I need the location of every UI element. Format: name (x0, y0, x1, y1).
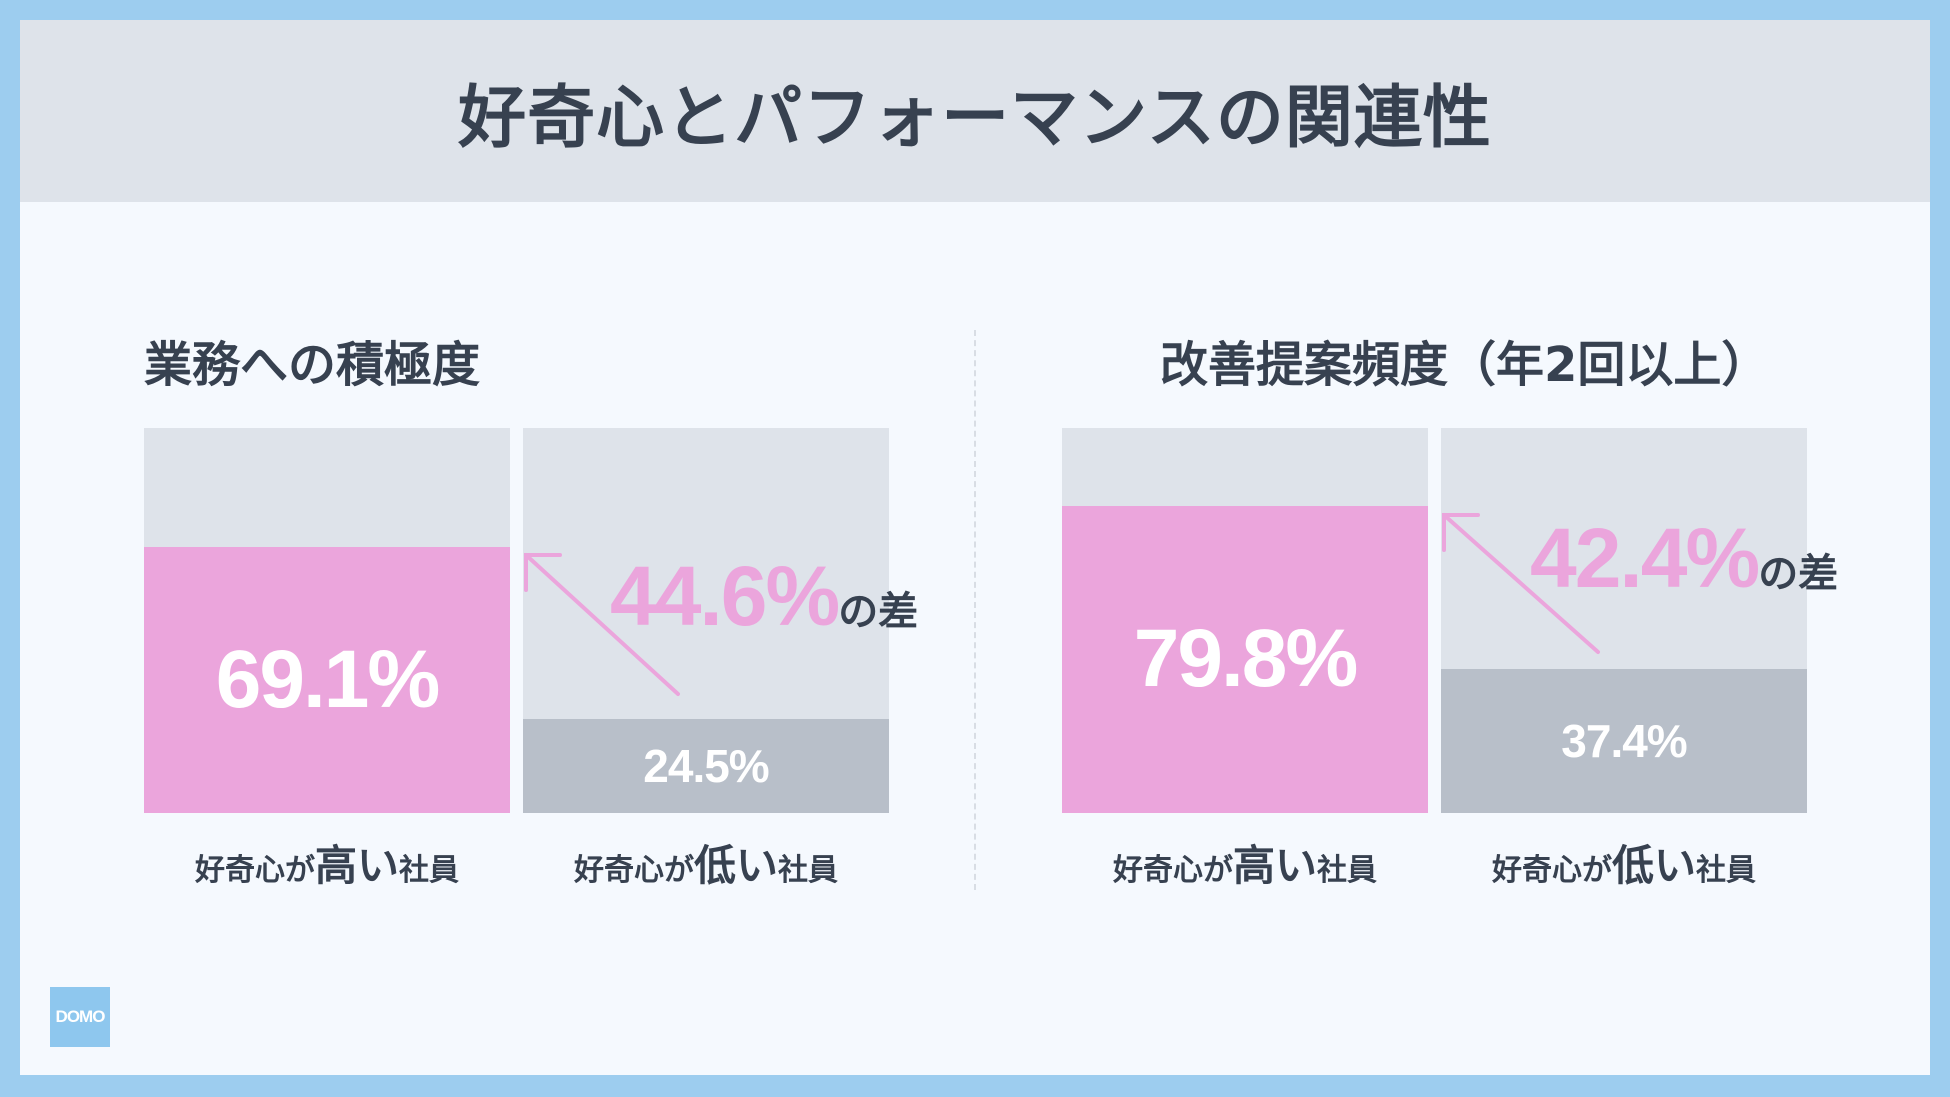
bar-track-low-proposals: 37.4% (1441, 428, 1807, 813)
category-label-suffix: 社員 (778, 853, 838, 888)
value-label-high-proposals: 79.8% (1133, 613, 1359, 705)
arrow-icon-proposals (1442, 513, 1600, 654)
panel-divider (974, 330, 976, 890)
category-label-high-proposals: 好奇心が高い社員 (1062, 832, 1428, 893)
difference-annotation-proposals: 42.4%の差 (1530, 510, 1838, 607)
category-label-prefix: 好奇心が (1112, 853, 1233, 888)
value-label-high-engagement: 69.1% (215, 633, 441, 725)
arrow-icon-engagement (524, 553, 680, 696)
bar-track-high-proposals: 79.8% (1062, 428, 1428, 813)
difference-annotation-engagement: 44.6%の差 (610, 548, 918, 645)
bar-low-proposals: 37.4% (1441, 669, 1807, 813)
value-label-low-engagement: 24.5% (643, 739, 769, 792)
page-title: 好奇心とパフォーマンスの関連性 (458, 78, 1492, 158)
difference-suffix-engagement: の差 (838, 589, 919, 635)
category-label-emphasis: 低い (1611, 841, 1696, 890)
category-label-low-engagement: 好奇心が低い社員 (523, 832, 889, 893)
chart-title-proposals: 改善提案頻度（年2回以上） (1160, 337, 1770, 393)
category-label-suffix: 社員 (1317, 853, 1377, 888)
bar-high-proposals: 79.8% (1062, 505, 1428, 813)
category-label-high-engagement: 好奇心が高い社員 (144, 832, 510, 893)
category-label-prefix: 好奇心が (194, 853, 315, 888)
category-label-prefix: 好奇心が (573, 853, 694, 888)
difference-suffix-proposals: の差 (1758, 551, 1839, 597)
header-band: 好奇心とパフォーマンスの関連性 (20, 20, 1930, 202)
category-label-emphasis: 高い (314, 841, 399, 890)
difference-arrows (524, 513, 1600, 696)
chart-title-engagement: 業務への積極度 (144, 337, 481, 393)
category-label-prefix: 好奇心が (1491, 853, 1612, 888)
bar-low-engagement: 24.5% (523, 718, 889, 813)
infographic-frame: 好奇心とパフォーマンスの関連性 業務への積極度 69.1% 24.5% 44.6… (20, 20, 1930, 1075)
category-label-emphasis: 高い (1232, 841, 1317, 890)
bar-track-low-engagement: 24.5% (523, 428, 889, 813)
bar-track-high-engagement: 69.1% (144, 428, 510, 813)
domo-logo: DOMO (50, 987, 110, 1047)
category-label-suffix: 社員 (399, 853, 459, 888)
value-label-low-proposals: 37.4% (1561, 715, 1687, 767)
difference-value-proposals: 42.4% (1530, 511, 1760, 605)
category-label-emphasis: 低い (693, 841, 778, 890)
bar-high-engagement: 69.1% (144, 546, 510, 813)
category-label-suffix: 社員 (1696, 853, 1756, 888)
difference-value-engagement: 44.6% (610, 549, 840, 643)
category-label-low-proposals: 好奇心が低い社員 (1441, 832, 1807, 893)
